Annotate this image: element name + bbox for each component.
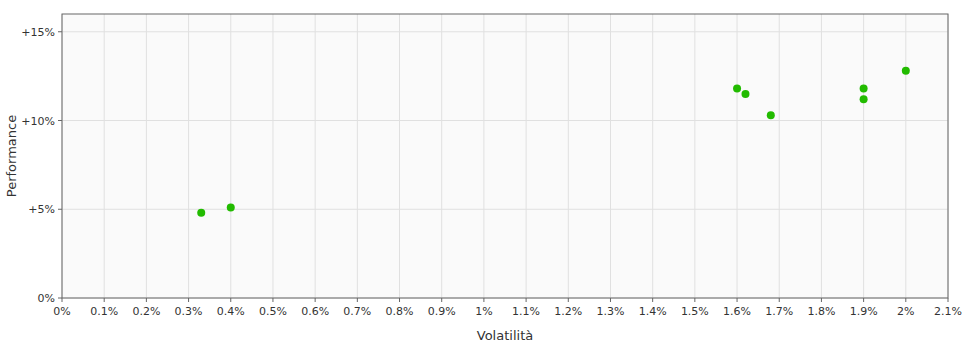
x-grid-line bbox=[610, 14, 611, 298]
x-tick bbox=[104, 298, 105, 302]
x-tick bbox=[948, 298, 949, 302]
y-tick-label: +5% bbox=[28, 203, 55, 216]
plot-frame bbox=[62, 14, 948, 298]
y-grid-line bbox=[62, 209, 948, 210]
x-tick bbox=[62, 298, 63, 302]
axes: 0% 0.1% 0.2% 0.3% 0.4% 0.5% 0.6% 0.7% 0.8% 0.9% 1%… bbox=[21, 14, 962, 318]
x-tick-label: 1.6% bbox=[723, 305, 751, 318]
x-axis-label: Volatilità bbox=[477, 328, 533, 343]
x-tick-label: 1.2% bbox=[554, 305, 582, 318]
x-grid-line bbox=[483, 14, 484, 298]
y-tick-label: +10% bbox=[21, 115, 55, 128]
y-axis-label: Performance bbox=[4, 115, 19, 197]
x-tick-label: 0.7% bbox=[343, 305, 371, 318]
x-grid-line bbox=[104, 14, 105, 298]
x-tick bbox=[863, 298, 864, 302]
plot-area bbox=[62, 14, 948, 298]
x-grid-line bbox=[188, 14, 189, 298]
x-tick bbox=[399, 298, 400, 302]
x-grid-line bbox=[821, 14, 822, 298]
x-grid-line bbox=[568, 14, 569, 298]
x-tick bbox=[905, 298, 906, 302]
y-tick bbox=[58, 298, 62, 299]
x-tick bbox=[483, 298, 484, 302]
x-tick-label: 0.6% bbox=[301, 305, 329, 318]
y-tick-label: +15% bbox=[21, 26, 55, 39]
x-grid-line bbox=[652, 14, 653, 298]
x-tick bbox=[441, 298, 442, 302]
x-tick-label: 1.1% bbox=[512, 305, 540, 318]
x-tick-label: 1.3% bbox=[596, 305, 624, 318]
x-tick-label: 1.8% bbox=[807, 305, 835, 318]
x-tick bbox=[315, 298, 316, 302]
x-grid-line bbox=[526, 14, 527, 298]
points bbox=[197, 67, 910, 217]
y-tick bbox=[58, 120, 62, 121]
x-tick-label: 0.1% bbox=[90, 305, 118, 318]
x-tick bbox=[146, 298, 147, 302]
y-tick-label: 0% bbox=[38, 292, 55, 305]
x-tick-label: 1.4% bbox=[639, 305, 667, 318]
x-tick-label: 1.5% bbox=[681, 305, 709, 318]
y-tick bbox=[58, 209, 62, 210]
x-tick bbox=[357, 298, 358, 302]
x-tick bbox=[568, 298, 569, 302]
x-tick bbox=[779, 298, 780, 302]
x-grid-line bbox=[779, 14, 780, 298]
x-grid-line bbox=[905, 14, 906, 298]
x-tick bbox=[737, 298, 738, 302]
point bbox=[733, 85, 741, 93]
point bbox=[197, 209, 205, 217]
x-grid-line bbox=[399, 14, 400, 298]
x-tick-label: 0.3% bbox=[175, 305, 203, 318]
point bbox=[767, 111, 775, 119]
x-tick-label: 0.9% bbox=[428, 305, 456, 318]
x-tick-label: 0.5% bbox=[259, 305, 287, 318]
x-grid-line bbox=[863, 14, 864, 298]
y-grid-line bbox=[62, 120, 948, 121]
x-tick-label: 0.8% bbox=[386, 305, 414, 318]
x-grid-line bbox=[737, 14, 738, 298]
x-grid-line bbox=[272, 14, 273, 298]
x-tick bbox=[821, 298, 822, 302]
x-tick-label: 0% bbox=[53, 305, 70, 318]
grid bbox=[62, 14, 948, 298]
x-grid-line bbox=[230, 14, 231, 298]
x-tick bbox=[526, 298, 527, 302]
x-tick-label: 0.4% bbox=[217, 305, 245, 318]
point bbox=[902, 67, 910, 75]
x-tick-label: 2.1% bbox=[934, 305, 962, 318]
x-grid-line bbox=[357, 14, 358, 298]
x-tick bbox=[272, 298, 273, 302]
x-tick bbox=[610, 298, 611, 302]
x-tick-label: 1.7% bbox=[765, 305, 793, 318]
x-tick-label: 2% bbox=[897, 305, 914, 318]
x-tick bbox=[230, 298, 231, 302]
point bbox=[741, 90, 749, 98]
chart: 0% 0.1% 0.2% 0.3% 0.4% 0.5% 0.6% 0.7% 0.8% 0.9% 1%… bbox=[0, 0, 966, 350]
x-tick-label: 0.2% bbox=[132, 305, 160, 318]
x-tick-label: 1% bbox=[475, 305, 492, 318]
point bbox=[860, 85, 868, 93]
x-grid-line bbox=[441, 14, 442, 298]
x-grid-line bbox=[315, 14, 316, 298]
x-tick-label: 1.9% bbox=[850, 305, 878, 318]
point bbox=[860, 95, 868, 103]
y-tick bbox=[58, 31, 62, 32]
point bbox=[227, 203, 235, 211]
x-tick bbox=[188, 298, 189, 302]
x-grid-line bbox=[146, 14, 147, 298]
y-grid-line bbox=[62, 31, 948, 32]
x-tick bbox=[694, 298, 695, 302]
x-tick bbox=[652, 298, 653, 302]
x-grid-line bbox=[694, 14, 695, 298]
